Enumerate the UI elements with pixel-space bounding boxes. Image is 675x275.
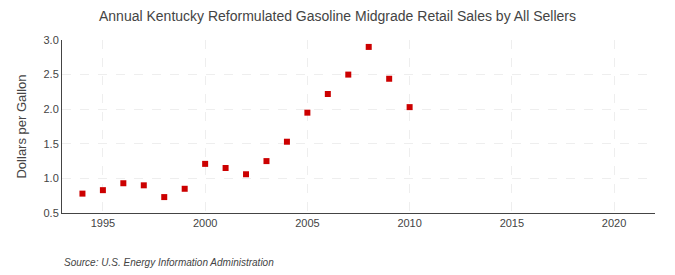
svg-text:2015: 2015 xyxy=(500,217,524,229)
svg-text:2010: 2010 xyxy=(397,217,421,229)
svg-text:1.0: 1.0 xyxy=(44,172,59,184)
svg-text:Source: U.S. Energy Informatio: Source: U.S. Energy Information Administ… xyxy=(64,257,274,268)
svg-text:0.5: 0.5 xyxy=(44,207,59,219)
svg-text:3.0: 3.0 xyxy=(44,34,59,46)
svg-text:1995: 1995 xyxy=(91,217,115,229)
svg-text:1.5: 1.5 xyxy=(44,138,59,150)
svg-text:2.0: 2.0 xyxy=(44,103,59,115)
svg-text:2020: 2020 xyxy=(602,217,626,229)
svg-text:2.5: 2.5 xyxy=(44,68,59,80)
svg-text:2005: 2005 xyxy=(295,217,319,229)
svg-text:Annual Kentucky Reformulated G: Annual Kentucky Reformulated Gasoline Mi… xyxy=(99,8,576,24)
svg-text:Dollars per Gallon: Dollars per Gallon xyxy=(14,74,29,178)
svg-text:2000: 2000 xyxy=(193,217,217,229)
